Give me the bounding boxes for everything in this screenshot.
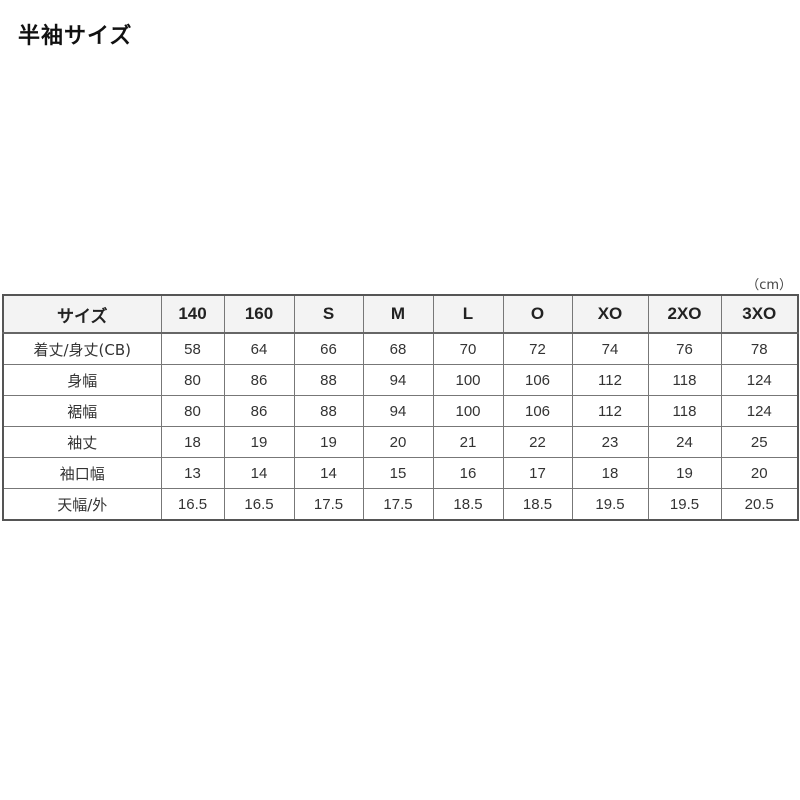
header-size-o: O [502,294,573,334]
table-cell: 16 [432,457,504,489]
table-cell: 20 [362,426,434,458]
table-cell: 112 [571,395,649,427]
table-cell: 19.5 [647,488,722,521]
size-table: サイズ 140 160 S M L O XO 2XO 3XO 着丈/身丈(CB) 58 64 66 68 7… [2,294,799,521]
table-cell: 118 [647,364,722,396]
unit-label: （cm） [746,278,792,293]
row-label: 身幅 [2,364,162,396]
table-cell: 100 [432,364,504,396]
table-cell: 66 [293,332,364,365]
row-label: 袖口幅 [2,457,162,489]
table-cell: 23 [571,426,649,458]
table-cell: 18.5 [502,488,573,521]
table-cell: 21 [432,426,504,458]
table-cell: 118 [647,395,722,427]
table-cell: 94 [362,395,434,427]
table-cell: 18 [571,457,649,489]
table-cell: 74 [571,332,649,365]
table-cell: 18.5 [432,488,504,521]
table-cell: 124 [720,395,799,427]
table-cell: 19 [293,426,364,458]
table-cell: 124 [720,364,799,396]
table-cell: 80 [160,395,225,427]
table-cell: 17.5 [293,488,364,521]
table-cell: 86 [223,395,295,427]
table-cell: 22 [502,426,573,458]
header-row: サイズ 140 160 S M L O XO 2XO 3XO [2,294,799,334]
row-label: 着丈/身丈(CB) [2,332,162,365]
header-size-140: 140 [160,294,225,334]
table-cell: 80 [160,364,225,396]
table-cell: 88 [293,364,364,396]
table-cell: 94 [362,364,434,396]
table-cell: 86 [223,364,295,396]
table-cell: 14 [223,457,295,489]
table-cell: 78 [720,332,799,365]
table-row: 裾幅 80 86 88 94 100 106 112 118 124 [2,395,799,427]
table-cell: 106 [502,395,573,427]
table-cell: 106 [502,364,573,396]
table-cell: 64 [223,332,295,365]
table-cell: 100 [432,395,504,427]
table-cell: 17.5 [362,488,434,521]
table-row: 袖口幅 13 14 14 15 16 17 18 19 20 [2,457,799,489]
page-title: 半袖サイズ [18,24,133,49]
row-label: 天幅/外 [2,488,162,521]
table-cell: 112 [571,364,649,396]
table-cell: 19 [223,426,295,458]
header-size-label: サイズ [2,294,162,334]
table-cell: 17 [502,457,573,489]
table-cell: 18 [160,426,225,458]
header-size-160: 160 [223,294,295,334]
table-row: 天幅/外 16.5 16.5 17.5 17.5 18.5 18.5 19.5 19.5 20.5 [2,488,799,521]
table-cell: 25 [720,426,799,458]
table-cell: 68 [362,332,434,365]
table-row: 袖丈 18 19 19 20 21 22 23 24 25 [2,426,799,458]
table-cell: 72 [502,332,573,365]
header-size-2xo: 2XO [647,294,722,334]
table-cell: 16.5 [160,488,225,521]
header-size-xo: XO [571,294,649,334]
table-row: 着丈/身丈(CB) 58 64 66 68 70 72 74 76 78 [2,332,799,365]
header-size-3xo: 3XO [720,294,799,334]
table-row: 身幅 80 86 88 94 100 106 112 118 124 [2,364,799,396]
header-size-s: S [293,294,364,334]
table-cell: 19 [647,457,722,489]
header-size-m: M [362,294,434,334]
table-cell: 13 [160,457,225,489]
table-cell: 16.5 [223,488,295,521]
row-label: 裾幅 [2,395,162,427]
row-label: 袖丈 [2,426,162,458]
table-cell: 88 [293,395,364,427]
table-cell: 19.5 [571,488,649,521]
table-cell: 24 [647,426,722,458]
table-cell: 15 [362,457,434,489]
table-cell: 70 [432,332,504,365]
table-cell: 58 [160,332,225,365]
table-cell: 14 [293,457,364,489]
header-size-l: L [432,294,504,334]
table-cell: 76 [647,332,722,365]
table-cell: 20 [720,457,799,489]
table-cell: 20.5 [720,488,799,521]
